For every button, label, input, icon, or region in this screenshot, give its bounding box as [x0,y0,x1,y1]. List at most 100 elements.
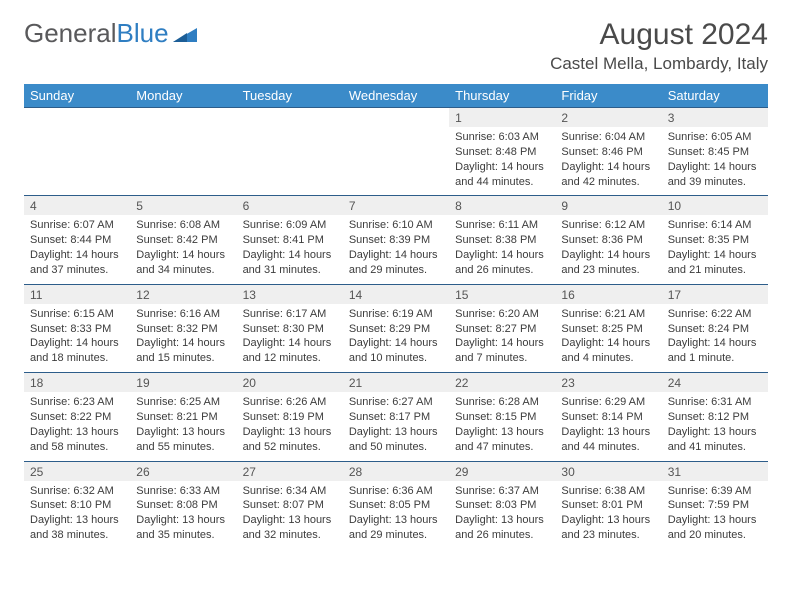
day-info-cell: Sunrise: 6:36 AMSunset: 8:05 PMDaylight:… [343,481,449,549]
date-row: 25262728293031 [24,461,768,481]
day-info-cell: Sunrise: 6:27 AMSunset: 8:17 PMDaylight:… [343,392,449,461]
sunset-line: Sunset: 8:14 PM [561,410,655,425]
daylight-line: Daylight: 14 hours and 21 minutes. [668,248,762,278]
sunrise-line: Sunrise: 6:05 AM [668,130,762,145]
date-number-cell: 8 [449,196,555,216]
day-info-cell: Sunrise: 6:34 AMSunset: 8:07 PMDaylight:… [237,481,343,549]
daylight-line: Daylight: 13 hours and 32 minutes. [243,513,337,543]
sunrise-line: Sunrise: 6:38 AM [561,484,655,499]
day-header: Tuesday [237,84,343,108]
sunrise-line: Sunrise: 6:33 AM [136,484,230,499]
empty-date-cell [237,108,343,128]
daylight-line: Daylight: 13 hours and 55 minutes. [136,425,230,455]
date-number-cell: 5 [130,196,236,216]
sunset-line: Sunset: 8:24 PM [668,322,762,337]
date-number-cell: 7 [343,196,449,216]
day-info-cell: Sunrise: 6:16 AMSunset: 8:32 PMDaylight:… [130,304,236,373]
sunset-line: Sunset: 8:10 PM [30,498,124,513]
sunrise-line: Sunrise: 6:39 AM [668,484,762,499]
sunset-line: Sunset: 8:07 PM [243,498,337,513]
sunrise-line: Sunrise: 6:17 AM [243,307,337,322]
daylight-line: Daylight: 14 hours and 4 minutes. [561,336,655,366]
sunrise-line: Sunrise: 6:26 AM [243,395,337,410]
day-info-cell: Sunrise: 6:38 AMSunset: 8:01 PMDaylight:… [555,481,661,549]
sunset-line: Sunset: 8:41 PM [243,233,337,248]
daylight-line: Daylight: 14 hours and 37 minutes. [30,248,124,278]
sunset-line: Sunset: 8:38 PM [455,233,549,248]
date-number-cell: 14 [343,284,449,304]
logo: GeneralBlue [24,18,199,49]
empty-info-cell [237,127,343,196]
sunrise-line: Sunrise: 6:23 AM [30,395,124,410]
sunset-line: Sunset: 8:03 PM [455,498,549,513]
daylight-line: Daylight: 13 hours and 44 minutes. [561,425,655,455]
day-info-cell: Sunrise: 6:25 AMSunset: 8:21 PMDaylight:… [130,392,236,461]
date-number-cell: 20 [237,373,343,393]
date-number-cell: 26 [130,461,236,481]
logo-triangle-icon [173,26,199,44]
day-header: Wednesday [343,84,449,108]
day-header: Saturday [662,84,768,108]
date-number-cell: 21 [343,373,449,393]
date-number-cell: 27 [237,461,343,481]
sunrise-line: Sunrise: 6:29 AM [561,395,655,410]
date-number-cell: 22 [449,373,555,393]
daylight-line: Daylight: 14 hours and 23 minutes. [561,248,655,278]
daylight-line: Daylight: 14 hours and 10 minutes. [349,336,443,366]
sunset-line: Sunset: 7:59 PM [668,498,762,513]
day-info-cell: Sunrise: 6:14 AMSunset: 8:35 PMDaylight:… [662,215,768,284]
daylight-line: Daylight: 14 hours and 15 minutes. [136,336,230,366]
daylight-line: Daylight: 14 hours and 1 minute. [668,336,762,366]
daylight-line: Daylight: 13 hours and 41 minutes. [668,425,762,455]
sunrise-line: Sunrise: 6:37 AM [455,484,549,499]
date-number-cell: 16 [555,284,661,304]
sunrise-line: Sunrise: 6:36 AM [349,484,443,499]
empty-date-cell [24,108,130,128]
date-number-cell: 10 [662,196,768,216]
date-number-cell: 12 [130,284,236,304]
day-info-cell: Sunrise: 6:07 AMSunset: 8:44 PMDaylight:… [24,215,130,284]
sunrise-line: Sunrise: 6:07 AM [30,218,124,233]
sunrise-line: Sunrise: 6:16 AM [136,307,230,322]
sunset-line: Sunset: 8:39 PM [349,233,443,248]
date-number-cell: 30 [555,461,661,481]
daylight-line: Daylight: 14 hours and 26 minutes. [455,248,549,278]
location-subtitle: Castel Mella, Lombardy, Italy [550,54,768,74]
sunset-line: Sunset: 8:15 PM [455,410,549,425]
sunrise-line: Sunrise: 6:32 AM [30,484,124,499]
empty-date-cell [343,108,449,128]
sunset-line: Sunset: 8:01 PM [561,498,655,513]
daylight-line: Daylight: 14 hours and 34 minutes. [136,248,230,278]
sunset-line: Sunset: 8:19 PM [243,410,337,425]
info-row: Sunrise: 6:15 AMSunset: 8:33 PMDaylight:… [24,304,768,373]
sunrise-line: Sunrise: 6:21 AM [561,307,655,322]
date-number-cell: 31 [662,461,768,481]
sunset-line: Sunset: 8:08 PM [136,498,230,513]
month-title: August 2024 [550,18,768,52]
date-number-cell: 18 [24,373,130,393]
sunset-line: Sunset: 8:05 PM [349,498,443,513]
sunrise-line: Sunrise: 6:20 AM [455,307,549,322]
sunrise-line: Sunrise: 6:10 AM [349,218,443,233]
daylight-line: Daylight: 13 hours and 29 minutes. [349,513,443,543]
sunset-line: Sunset: 8:27 PM [455,322,549,337]
date-number-cell: 3 [662,108,768,128]
title-block: August 2024 Castel Mella, Lombardy, Ital… [550,18,768,74]
day-info-cell: Sunrise: 6:33 AMSunset: 8:08 PMDaylight:… [130,481,236,549]
daylight-line: Daylight: 13 hours and 38 minutes. [30,513,124,543]
day-info-cell: Sunrise: 6:05 AMSunset: 8:45 PMDaylight:… [662,127,768,196]
sunset-line: Sunset: 8:36 PM [561,233,655,248]
date-number-cell: 2 [555,108,661,128]
page-header: GeneralBlue August 2024 Castel Mella, Lo… [24,18,768,74]
daylight-line: Daylight: 13 hours and 23 minutes. [561,513,655,543]
day-info-cell: Sunrise: 6:32 AMSunset: 8:10 PMDaylight:… [24,481,130,549]
empty-info-cell [343,127,449,196]
sunrise-line: Sunrise: 6:22 AM [668,307,762,322]
date-number-cell: 23 [555,373,661,393]
day-info-cell: Sunrise: 6:28 AMSunset: 8:15 PMDaylight:… [449,392,555,461]
sunrise-line: Sunrise: 6:12 AM [561,218,655,233]
date-number-cell: 6 [237,196,343,216]
day-info-cell: Sunrise: 6:09 AMSunset: 8:41 PMDaylight:… [237,215,343,284]
daylight-line: Daylight: 14 hours and 18 minutes. [30,336,124,366]
daylight-line: Daylight: 14 hours and 7 minutes. [455,336,549,366]
